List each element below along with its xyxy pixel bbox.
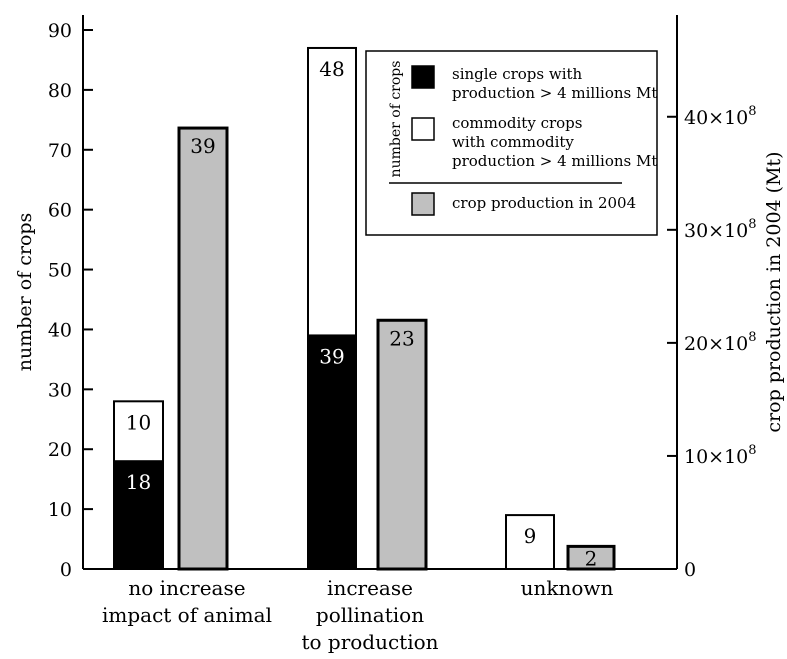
bar-crop-production: [177, 126, 229, 571]
legend-item-label: commodity crops with commodity production …: [452, 114, 657, 170]
right-axis-ticks: 0 10×108 20×108 30×108 40×108: [667, 104, 757, 581]
left-tick-label: 90: [48, 20, 72, 42]
bar-label-commodity: 48: [319, 57, 344, 81]
right-tick-label: 30×108: [684, 217, 757, 242]
legend-item-label: single crops with production > 4 millions…: [452, 65, 657, 102]
right-axis-title: crop production in 2004 (Mt): [763, 151, 785, 432]
left-tick-label: 50: [48, 260, 72, 282]
bar-commodity-crops: [307, 46, 357, 337]
left-tick-label: 70: [48, 140, 72, 162]
legend-item-label: crop production in 2004: [452, 194, 636, 212]
legend-swatch: [411, 65, 435, 89]
legend-group-label: number of crops: [388, 61, 404, 178]
bar-label-single: 39: [319, 344, 344, 368]
bar-label-commodity: 10: [126, 410, 151, 434]
bars: 18 10 39 39 48 23 9 2: [113, 46, 616, 571]
category-label: unknown: [521, 576, 614, 600]
category-labels: no increase impact of animal increase polli…: [102, 576, 614, 654]
bar-single-crops: [307, 334, 357, 570]
category-label: increase pollination to production: [301, 576, 438, 654]
bar-commodity-crops: [113, 400, 164, 463]
bar-commodity-crops: [505, 514, 555, 570]
right-tick-label: 10×108: [684, 443, 757, 468]
left-axis-ticks: 0 10 20 30 40 50 60 70 80 90: [48, 20, 93, 581]
left-tick-label: 10: [48, 499, 72, 521]
bar-label-single: 18: [126, 470, 151, 494]
left-tick-label: 0: [60, 559, 72, 581]
bar-label-production: 2: [585, 546, 598, 570]
bar-crop-production: [566, 544, 616, 571]
legend: number of crops single crops with producti…: [365, 50, 658, 236]
bar-label-commodity: 9: [524, 524, 537, 548]
left-tick-label: 20: [48, 439, 72, 461]
bar-label-production: 23: [389, 326, 414, 350]
right-tick-label: 20×108: [684, 330, 757, 355]
left-axis-title: number of crops: [14, 213, 36, 372]
bar-label-production: 39: [190, 134, 215, 158]
category-label: no increase impact of animal: [102, 576, 272, 627]
legend-swatch: [411, 192, 435, 216]
right-tick-label: 40×108: [684, 104, 757, 129]
legend-swatch: [411, 117, 435, 141]
bar-crop-production: [376, 318, 428, 571]
left-tick-label: 60: [48, 200, 72, 222]
left-tick-label: 40: [48, 319, 72, 341]
right-tick-label: 0: [684, 559, 696, 581]
left-tick-label: 30: [48, 379, 72, 401]
left-tick-label: 80: [48, 80, 72, 102]
